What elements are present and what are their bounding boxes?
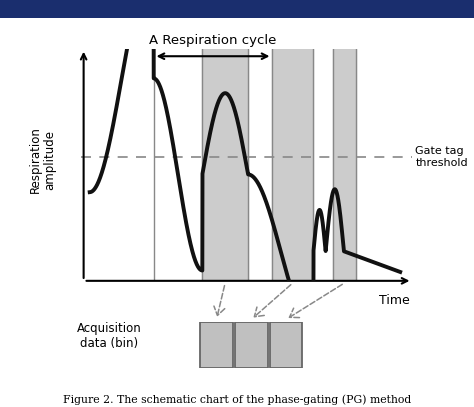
Bar bbox=[200, 322, 233, 368]
Text: Time: Time bbox=[379, 294, 410, 307]
Text: Gate tag
threshold: Gate tag threshold bbox=[415, 146, 468, 168]
Text: Respiration
amplitude: Respiration amplitude bbox=[28, 126, 56, 193]
Bar bbox=[270, 322, 302, 368]
Bar bbox=[235, 322, 267, 368]
Text: Acquisition
data (bin): Acquisition data (bin) bbox=[77, 322, 141, 350]
Bar bbox=[333, 49, 356, 281]
Text: A Respiration cycle: A Respiration cycle bbox=[149, 34, 277, 47]
Bar bbox=[273, 49, 313, 281]
Bar bbox=[202, 49, 248, 281]
Text: Figure 2. The schematic chart of the phase-gating (PG) method: Figure 2. The schematic chart of the pha… bbox=[63, 394, 411, 405]
